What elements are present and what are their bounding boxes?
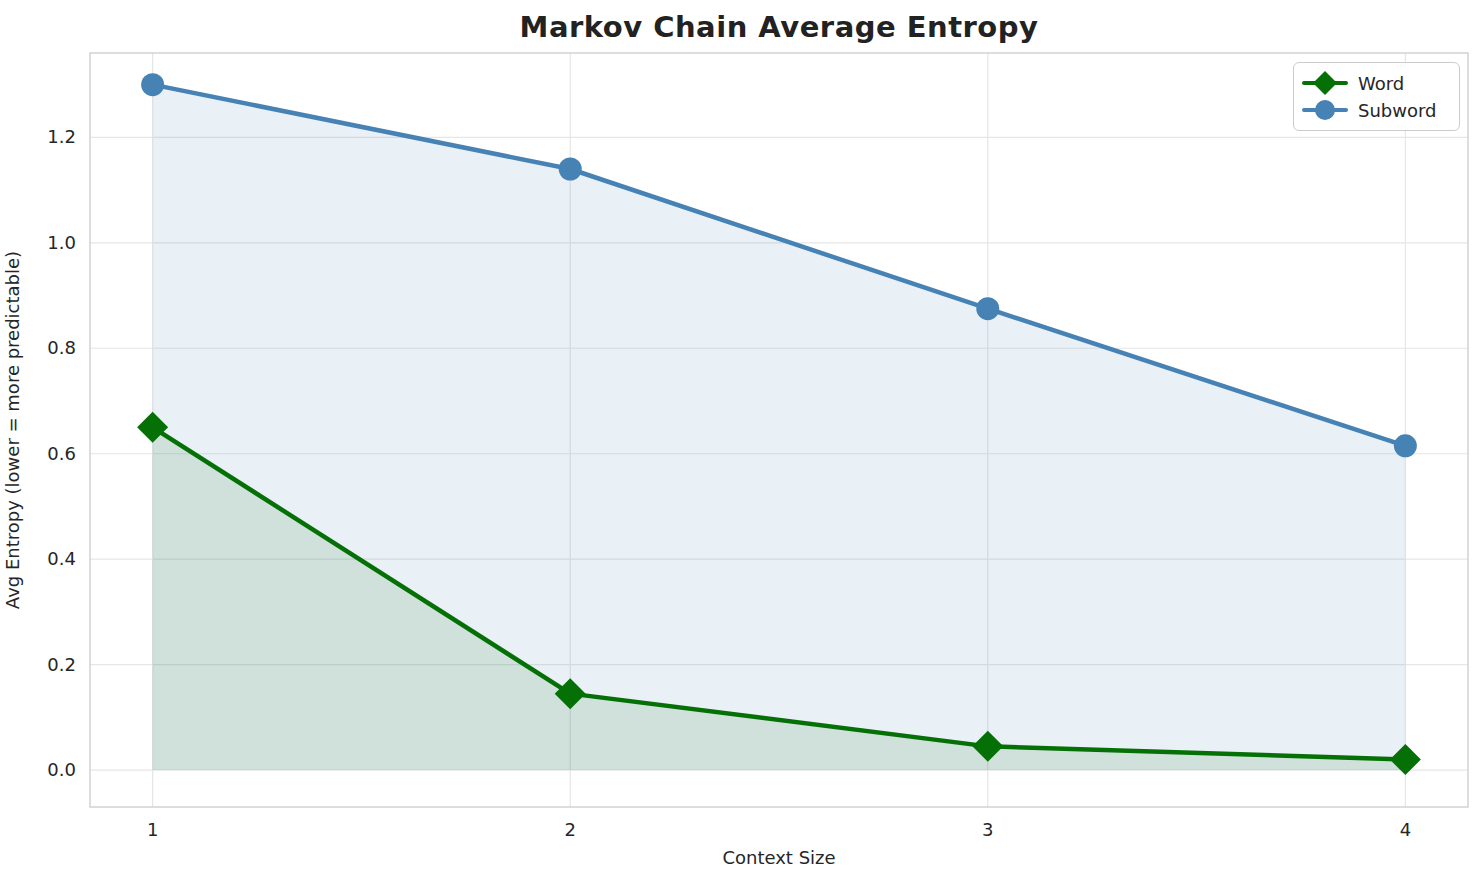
legend-item-word: Word <box>1302 70 1449 96</box>
subword-series-marker <box>141 73 164 96</box>
figure: Markov Chain Average Entropy 0.00.20.40.… <box>0 0 1484 885</box>
x-axis-label: Context Size <box>90 847 1468 868</box>
x-tick-label: 1 <box>147 819 158 840</box>
y-tick-label: 0.8 <box>47 337 76 358</box>
x-tick-label: 3 <box>982 819 993 840</box>
y-axis-label: Avg Entropy (lower = more predictable) <box>2 251 23 609</box>
y-tick-label: 1.0 <box>47 232 76 253</box>
x-tick-label: 4 <box>1400 819 1411 840</box>
word-series-marker-icon <box>1302 70 1348 96</box>
plot-area: 0.0 0.2 0.4 0.6 0.8 1.0 1.2 1 2 3 4 <box>0 0 1484 885</box>
x-tick-label: 2 <box>564 819 575 840</box>
subword-series-marker <box>559 158 582 181</box>
legend-label-subword: Subword <box>1358 100 1437 121</box>
legend: Word Subword <box>1293 62 1460 131</box>
subword-series-marker <box>976 297 999 320</box>
y-tick-label: 0.2 <box>47 654 76 675</box>
legend-label-word: Word <box>1358 73 1404 94</box>
y-tick-label: 1.2 <box>47 126 76 147</box>
y-tick-label: 0.6 <box>47 443 76 464</box>
y-tick-label: 0.4 <box>47 548 76 569</box>
legend-item-subword: Subword <box>1302 97 1449 123</box>
subword-series-marker-icon <box>1302 97 1348 123</box>
y-tick-label: 0.0 <box>47 759 76 780</box>
subword-series-marker <box>1394 434 1417 457</box>
